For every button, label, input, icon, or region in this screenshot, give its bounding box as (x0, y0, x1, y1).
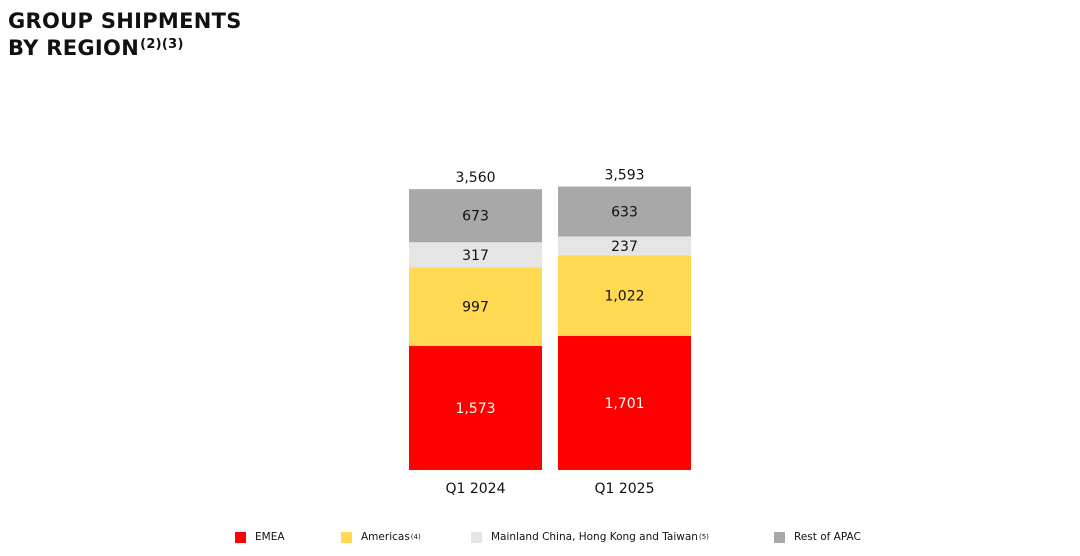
data-label-americas-q1-2024: 997 (462, 300, 489, 316)
data-label-rest-of-apac-q1-2025: 633 (611, 205, 638, 221)
total-label-q1-2025: 3,593 (604, 168, 644, 184)
title-line-2-text: BY REGION (8, 36, 140, 60)
bar-americas-q1-2024 (409, 267, 542, 346)
legend-note-americas: (4) (410, 533, 421, 541)
chart-title: GROUP SHIPMENTS BY REGION(2)(3) (8, 10, 242, 60)
bar-americas-q1-2025 (558, 255, 691, 336)
data-label-mainland-china-hong-kong-and-taiwan-q1-2025: 237 (611, 239, 638, 255)
category-label-q1-2024: Q1 2024 (445, 481, 505, 497)
category-label-q1-2025: Q1 2025 (594, 481, 654, 497)
bar-mainland-china-hong-kong-and-taiwan-q1-2024 (409, 242, 542, 268)
total-label-q1-2024: 3,560 (455, 170, 495, 186)
legend-item-rest-of-apac: Rest of APAC (774, 531, 861, 543)
title-footnote-refs: (2)(3) (140, 37, 184, 52)
bar-emea-q1-2024 (409, 345, 542, 470)
legend-swatch-mainland-china (471, 531, 482, 543)
data-label-emea-q1-2025: 1,701 (604, 396, 644, 412)
legend-label-rest-of-apac: Rest of APAC (794, 531, 861, 543)
bar-emea-q1-2025 (558, 335, 691, 470)
legend-item-emea: EMEA (235, 531, 285, 543)
legend-label-americas: Americas (361, 531, 410, 543)
legend-item-mainland-china: Mainland China, Hong Kong and Taiwan (5) (471, 531, 709, 543)
data-label-emea-q1-2024: 1,573 (455, 401, 495, 417)
title-line-1: GROUP SHIPMENTS (8, 9, 242, 33)
bar-mainland-china-hong-kong-and-taiwan-q1-2025 (558, 236, 691, 256)
data-label-mainland-china-hong-kong-and-taiwan-q1-2024: 317 (462, 248, 489, 264)
title-line-2: BY REGION(2)(3) (8, 33, 242, 60)
data-label-rest-of-apac-q1-2024: 673 (462, 209, 489, 225)
legend-swatch-americas (341, 531, 352, 543)
chart-legend: EMEA Americas (4) Mainland China, Hong Ko… (0, 531, 1080, 547)
legend-swatch-rest-of-apac (774, 531, 785, 543)
legend-item-americas: Americas (4) (341, 531, 421, 543)
bar-rest-of-apac-q1-2025 (558, 186, 691, 237)
legend-swatch-emea (235, 531, 246, 543)
stacked-bar-chart: 1,573 997 317 673 3,560 Q1 2024 1,701 1,022 237 6… (409, 168, 691, 497)
bar-rest-of-apac-q1-2024 (409, 189, 542, 243)
legend-label-emea: EMEA (255, 531, 285, 543)
legend-note-mainland-china: (5) (698, 533, 709, 541)
data-label-americas-q1-2025: 1,022 (604, 288, 644, 304)
legend-label-mainland-china: Mainland China, Hong Kong and Taiwan (491, 531, 698, 543)
